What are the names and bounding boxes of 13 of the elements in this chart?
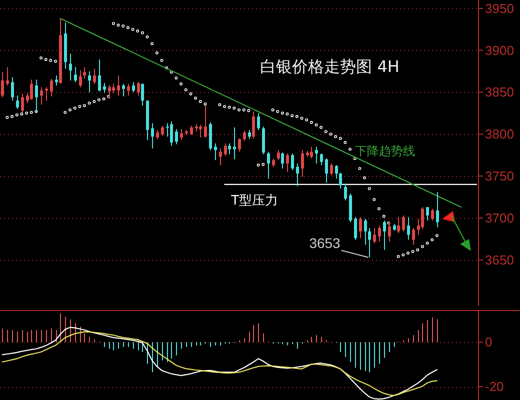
ref-line-label: T型压力 [230,193,278,208]
y-tick-label: -20 [485,379,504,394]
annotation: 3653 [309,234,341,251]
y-tick-label: 3800 [485,126,514,142]
text: 白银价格走势图 4H [260,57,400,76]
y-tick-label: 3950 [485,0,514,16]
y-tick-label: 3900 [485,42,514,58]
y-tick-label: 3850 [485,84,514,100]
y-tick-label: 3750 [485,168,514,184]
y-tick-label: 0 [485,334,492,350]
y-tick-label: 3700 [485,210,514,226]
series-label: 下降趋势线 [354,144,415,158]
y-tick-label: 3650 [485,252,514,268]
